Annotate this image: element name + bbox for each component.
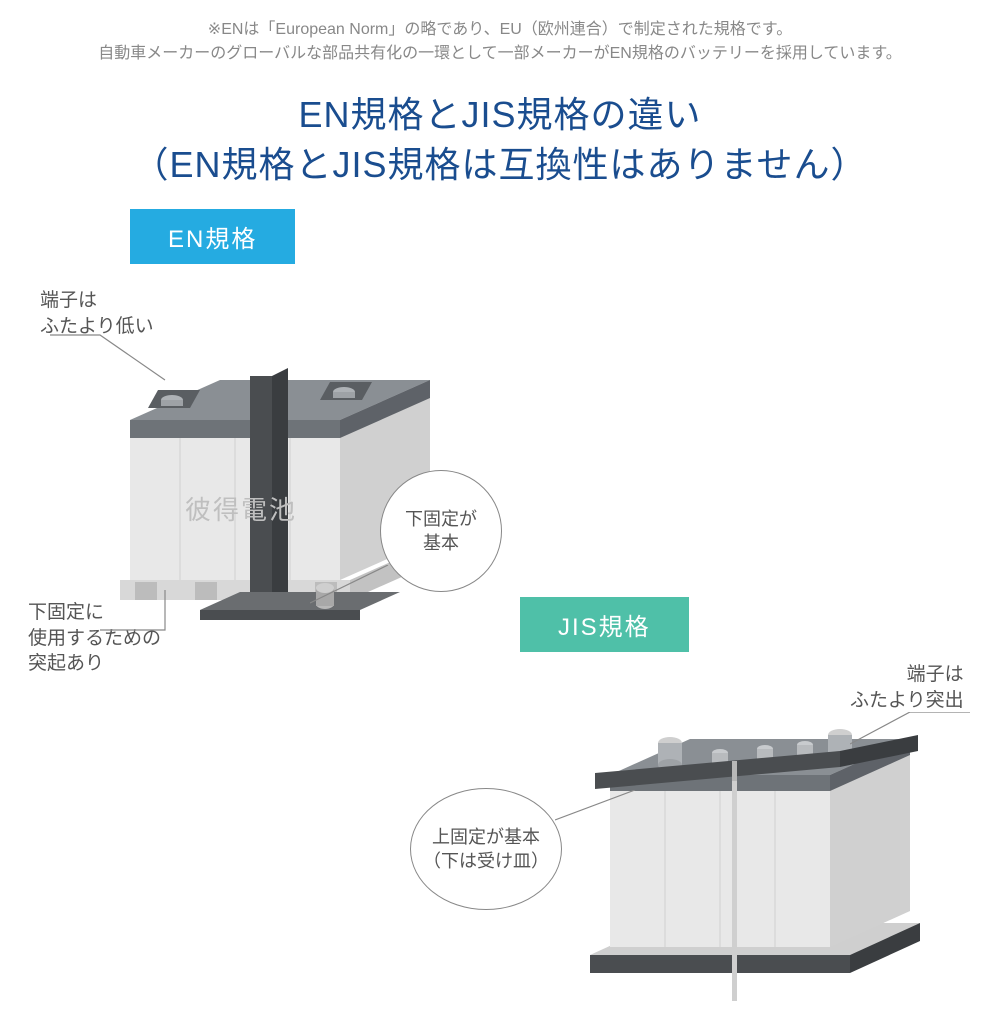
- en-badge: EN規格: [130, 209, 295, 264]
- watermark-text: 彼得電池: [185, 490, 297, 527]
- jis-fixing-leader: [555, 790, 645, 830]
- jis-badge-wrap: JIS規格: [520, 597, 689, 652]
- en-badge-wrap: EN規格: [130, 209, 1000, 264]
- jis-terminal-label: 端子は ふたより突出: [850, 662, 964, 713]
- disclaimer-line1: ※ENは「European Norm」の略であり、EU（欧州連合）で制定された規…: [208, 21, 792, 38]
- disclaimer-line2: 自動車メーカーのグローバルな部品共有化の一環として一部メーカーがEN規格のバッテ…: [98, 45, 902, 62]
- jis-terminal-leader: [850, 712, 980, 762]
- en-fixing-leader: [310, 565, 400, 615]
- main-title: EN規格とJIS規格の違い （EN規格とJIS規格は互換性はありません）: [0, 90, 1000, 191]
- jis-badge: JIS規格: [520, 597, 689, 652]
- en-protrusion-leader: [100, 590, 220, 650]
- en-terminal-leader: [40, 330, 240, 410]
- title-line1: EN規格とJIS規格の違い: [298, 94, 701, 135]
- jis-fixing-callout: 上固定が基本 （下は受け皿）: [410, 788, 562, 910]
- title-line2: （EN規格とJIS規格は互換性はありません）: [133, 144, 868, 185]
- disclaimer-text: ※ENは「European Norm」の略であり、EU（欧州連合）で制定された規…: [0, 0, 1000, 66]
